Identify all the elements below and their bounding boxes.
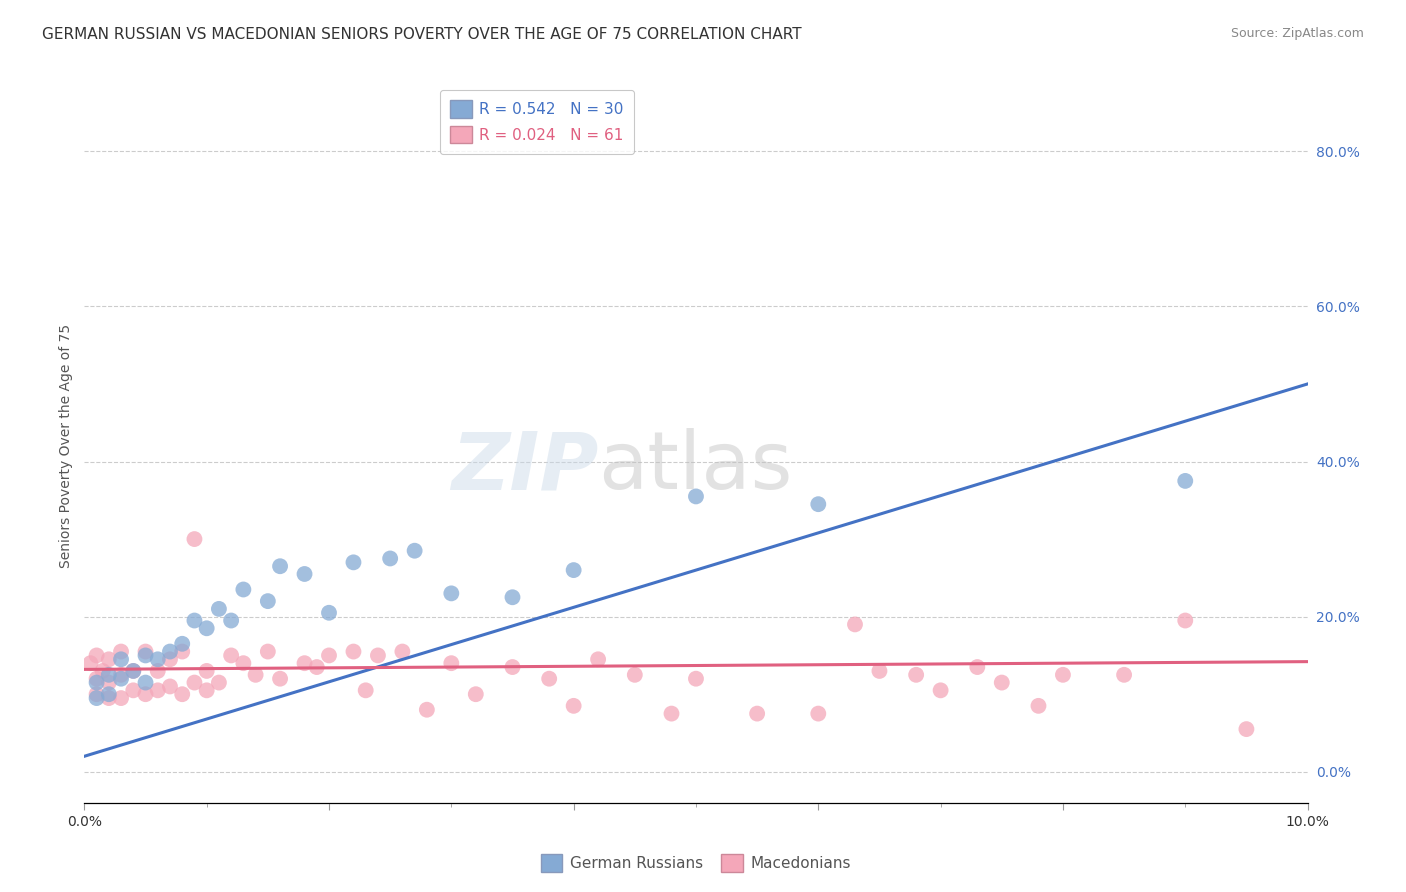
Point <box>195 683 218 698</box>
Point <box>110 672 132 686</box>
Point <box>195 664 218 678</box>
Point <box>318 648 340 663</box>
Point <box>624 668 647 682</box>
Point <box>135 644 157 658</box>
Point <box>172 687 194 701</box>
Legend: German Russians, Macedonians: German Russians, Macedonians <box>531 845 860 880</box>
Point <box>844 617 866 632</box>
Point <box>135 687 157 701</box>
Point <box>159 652 181 666</box>
Point <box>135 648 157 663</box>
Point <box>86 675 108 690</box>
Point <box>208 602 231 616</box>
Point <box>110 644 132 658</box>
Point <box>135 675 157 690</box>
Point <box>219 614 242 628</box>
Point <box>440 586 463 600</box>
Point <box>562 563 585 577</box>
Point <box>685 672 707 686</box>
Point <box>661 706 683 721</box>
Point <box>97 652 120 666</box>
Point <box>146 664 169 678</box>
Text: GERMAN RUSSIAN VS MACEDONIAN SENIORS POVERTY OVER THE AGE OF 75 CORRELATION CHAR: GERMAN RUSSIAN VS MACEDONIAN SENIORS POV… <box>42 27 801 42</box>
Point <box>538 672 561 686</box>
Point <box>183 532 205 546</box>
Point <box>208 675 231 690</box>
Point <box>1174 614 1197 628</box>
Point <box>122 664 145 678</box>
Point <box>1028 698 1050 713</box>
Point <box>219 648 242 663</box>
Point <box>586 652 609 666</box>
Text: ZIP: ZIP <box>451 428 598 507</box>
Point <box>172 637 194 651</box>
Point <box>929 683 952 698</box>
Point <box>146 683 169 698</box>
Point <box>869 664 891 678</box>
Point <box>97 691 120 706</box>
Point <box>1174 474 1197 488</box>
Point <box>685 490 707 504</box>
Point <box>1236 722 1258 736</box>
Text: Source: ZipAtlas.com: Source: ZipAtlas.com <box>1230 27 1364 40</box>
Point <box>269 559 291 574</box>
Point <box>1052 668 1074 682</box>
Point <box>257 594 280 608</box>
Point <box>269 672 291 686</box>
Point <box>86 691 108 706</box>
Point <box>110 668 132 682</box>
Point <box>86 687 108 701</box>
Point <box>747 706 769 721</box>
Point <box>195 621 218 635</box>
Point <box>183 675 205 690</box>
Point <box>86 672 108 686</box>
Point <box>416 703 439 717</box>
Point <box>440 656 463 670</box>
Point <box>318 606 340 620</box>
Point <box>122 664 145 678</box>
Point <box>991 675 1014 690</box>
Text: atlas: atlas <box>598 428 793 507</box>
Point <box>232 582 254 597</box>
Point <box>122 683 145 698</box>
Point <box>342 644 364 658</box>
Point <box>91 664 114 678</box>
Point <box>342 555 364 569</box>
Point <box>502 591 524 605</box>
Point <box>404 543 426 558</box>
Point <box>257 644 280 658</box>
Point <box>905 668 928 682</box>
Point <box>391 644 413 658</box>
Point <box>146 652 169 666</box>
Point <box>380 551 402 566</box>
Point <box>232 656 254 670</box>
Point <box>305 660 328 674</box>
Point <box>79 656 101 670</box>
Point <box>367 648 389 663</box>
Point <box>966 660 988 674</box>
Point <box>86 648 108 663</box>
Point <box>294 656 316 670</box>
Point <box>294 566 316 581</box>
Point <box>1114 668 1136 682</box>
Point <box>172 644 194 658</box>
Point <box>502 660 524 674</box>
Point <box>110 652 132 666</box>
Point <box>159 680 181 694</box>
Point <box>562 698 585 713</box>
Point <box>159 644 181 658</box>
Point <box>354 683 377 698</box>
Point <box>97 675 120 690</box>
Point <box>97 687 120 701</box>
Point <box>97 668 120 682</box>
Point <box>807 706 830 721</box>
Point <box>464 687 486 701</box>
Point <box>183 614 205 628</box>
Y-axis label: Seniors Poverty Over the Age of 75: Seniors Poverty Over the Age of 75 <box>59 324 73 568</box>
Point <box>245 668 267 682</box>
Point <box>807 497 830 511</box>
Point <box>110 691 132 706</box>
